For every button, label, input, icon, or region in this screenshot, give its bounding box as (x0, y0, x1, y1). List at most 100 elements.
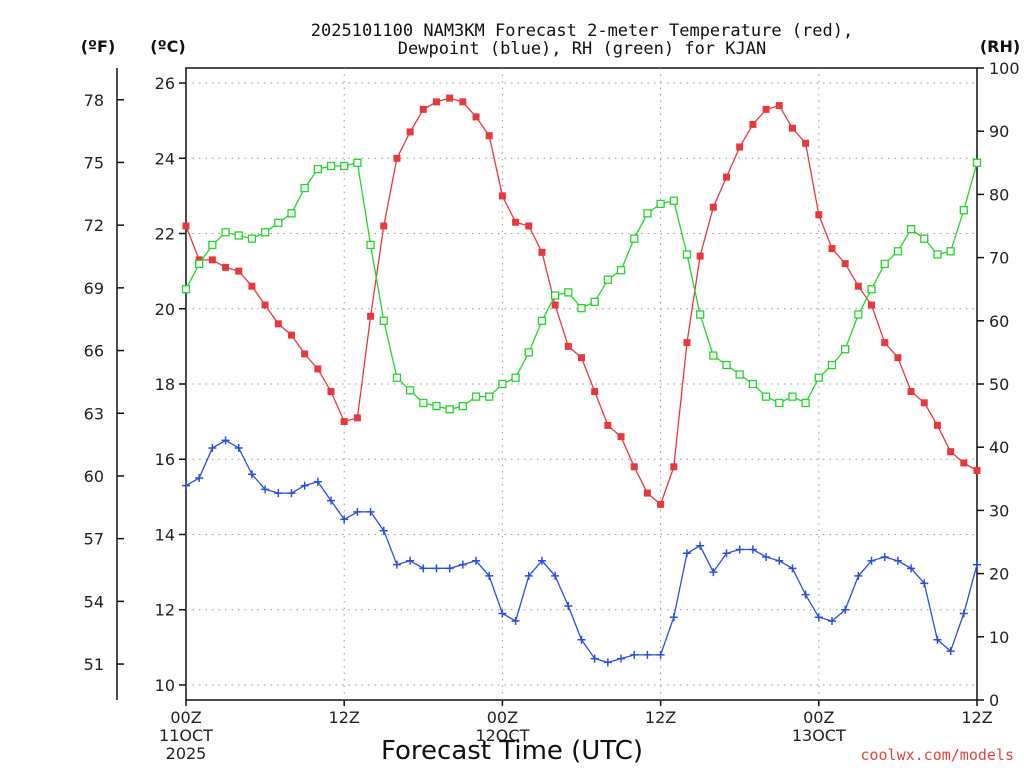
dewpoint-point (485, 571, 494, 580)
2-meter-temperature-point (604, 421, 612, 429)
rh-point (788, 392, 797, 401)
rh-point (353, 158, 362, 167)
dewpoint-point (366, 507, 375, 516)
rh-point (682, 250, 692, 259)
2-meter-temperature-point (960, 459, 968, 467)
rh-point (340, 161, 349, 171)
rh-point (630, 234, 639, 243)
rh-point (735, 370, 744, 379)
2-meter-temperature-point (841, 260, 849, 268)
rh-point (656, 199, 665, 209)
x-tick-label: 00Z (170, 708, 201, 727)
rh-point (498, 379, 507, 389)
2-meter-temperature-point (222, 263, 230, 271)
rh-point (854, 310, 863, 319)
series-layer (181, 94, 982, 667)
dewpoint-point (524, 571, 533, 580)
2-meter-temperature-point (868, 301, 876, 309)
dewpoint-point (801, 590, 810, 599)
rh-point (841, 345, 850, 354)
rh-point (616, 266, 626, 275)
rh-point (564, 288, 573, 297)
dewpoint-point (920, 579, 929, 588)
celsius-tick-label: 26 (155, 74, 175, 93)
2-meter-temperature-point (248, 282, 256, 290)
2-meter-temperature-point (393, 154, 401, 162)
2-meter-temperature-point (709, 203, 717, 211)
celsius-tick-label: 18 (155, 375, 175, 394)
rh-point (775, 398, 784, 408)
2-meter-temperature-point (933, 421, 941, 429)
rh-point (287, 209, 296, 218)
dewpoint-point (537, 556, 546, 565)
dewpoint-point (762, 553, 771, 562)
celsius-tick-label: 24 (155, 149, 175, 168)
dewpoint-point (827, 617, 836, 625)
rh-point (590, 297, 599, 306)
2-meter-temperature-point (472, 113, 480, 121)
2-meter-temperature-point (446, 94, 454, 102)
dewpoint-point (353, 507, 362, 516)
rh-point (827, 360, 837, 370)
fahrenheit-tick-label: 78 (84, 91, 104, 110)
dewpoint-point (340, 515, 349, 524)
rh-point (208, 240, 217, 250)
dewpoint-point (472, 556, 481, 565)
dewpoint-point (973, 560, 981, 569)
rh-point (696, 310, 705, 319)
rh-point (669, 196, 678, 205)
2-meter-temperature-point (591, 388, 599, 396)
rh-point (432, 401, 441, 411)
axes: 1012141618202224265154576063666972757801… (84, 59, 1020, 763)
2-meter-temperature-point (723, 173, 731, 181)
rh-point (445, 405, 454, 414)
dewpoint-point (748, 545, 757, 554)
dewpoint-point (577, 635, 586, 644)
celsius-tick-label: 20 (155, 300, 175, 319)
2-meter-temperature-point (367, 312, 375, 320)
dewpoint-point (643, 650, 652, 659)
2-meter-temperature-point (670, 463, 678, 471)
chart-title-line2: Dewpoint (blue), RH (green) for KJAN (398, 39, 766, 59)
2-meter-temperature-point (353, 414, 361, 422)
2-meter-temperature-point (762, 105, 770, 113)
rh-point (537, 316, 547, 325)
rh-point (920, 234, 929, 243)
2-meter-temperature-point (261, 301, 269, 309)
2-meter-temperature-point (538, 248, 546, 256)
celsius-unit-label: (ºC) (150, 37, 185, 56)
rh-point (959, 206, 968, 215)
2-meter-temperature-point (947, 448, 955, 456)
rh-point (722, 360, 731, 370)
rh-point (906, 225, 916, 234)
rh-point (181, 285, 191, 294)
2-meter-temperature-point (749, 120, 757, 128)
dewpoint-point (300, 481, 309, 490)
rh-tick-label: 10 (989, 628, 1009, 647)
2-meter-temperature-point (340, 418, 348, 426)
fahrenheit-tick-label: 54 (84, 592, 104, 611)
2-meter-temperature-point (525, 222, 533, 230)
dewpoint-point (182, 481, 190, 490)
2-meter-temperature-point (854, 282, 862, 290)
fahrenheit-tick-label: 75 (84, 153, 104, 172)
dewpoint-point (564, 601, 573, 610)
dewpoint-point (590, 654, 599, 663)
dewpoint-point (261, 485, 270, 494)
dewpoint-point (392, 560, 401, 569)
2-meter-temperature-point (182, 222, 190, 230)
dewpoint-point (234, 443, 243, 452)
dewpoint-point (722, 549, 731, 558)
2-meter-temperature-point (920, 399, 928, 407)
x-tick-label: 00Z (487, 708, 518, 727)
2-meter-temperature-point (406, 128, 414, 136)
dewpoint-point (656, 650, 665, 659)
2-meter-temperature-point (498, 192, 506, 200)
dewpoint-point (327, 496, 336, 505)
rh-point (761, 392, 771, 401)
dewpoint-point (669, 613, 678, 622)
rh-point (814, 373, 823, 382)
dewpoint-point (775, 556, 784, 565)
rh-point (260, 228, 270, 237)
rh-tick-label: 100 (989, 59, 1020, 78)
